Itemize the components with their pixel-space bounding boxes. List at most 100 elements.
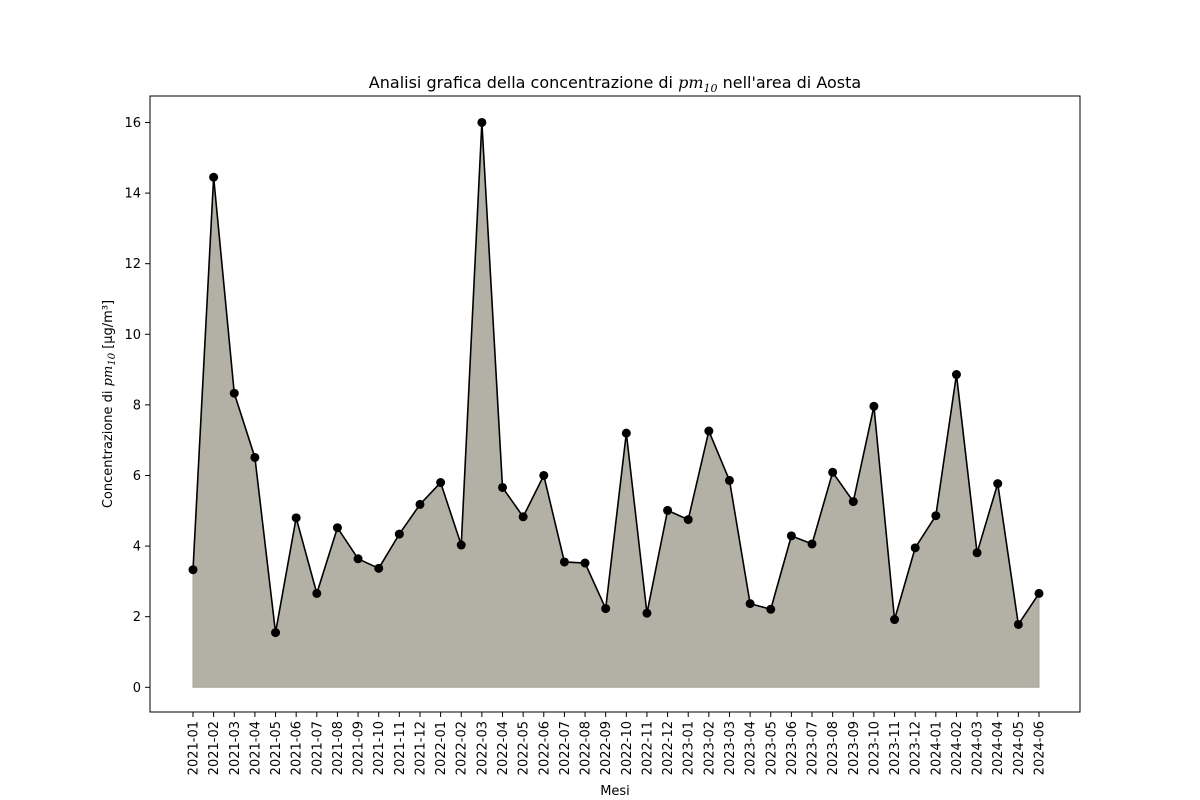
x-tick-label: 2023-11 <box>888 721 903 775</box>
x-tick-label: 2021-05 <box>269 721 284 775</box>
data-point-2024-06 <box>1034 588 1044 598</box>
x-tick-label: 2022-03 <box>475 721 490 775</box>
y-tick-label: 0 <box>133 681 141 696</box>
x-tick-label: 2021-03 <box>228 721 243 775</box>
x-tick-label: 2021-10 <box>372 721 387 775</box>
data-point-2022-06 <box>539 470 549 480</box>
x-tick-label: 2021-12 <box>413 721 428 775</box>
x-tick-label: 2021-11 <box>393 721 408 775</box>
data-point-2023-02 <box>704 426 714 436</box>
x-tick-label: 2021-06 <box>290 721 305 775</box>
x-tick-label: 2022-10 <box>620 721 635 775</box>
series-line <box>192 122 1040 633</box>
x-tick-label: 2023-08 <box>826 721 841 775</box>
x-tick-label: 2023-12 <box>909 721 924 775</box>
data-point-2022-04 <box>498 482 508 492</box>
data-point-2024-02 <box>951 370 961 380</box>
x-tick-label: 2024-03 <box>971 721 986 775</box>
x-tick-label: 2021-01 <box>187 721 202 775</box>
data-point-2023-10 <box>869 401 879 411</box>
data-point-2023-08 <box>828 467 838 477</box>
x-tick-label: 2021-07 <box>310 721 325 775</box>
chart-title: Analisi grafica della concentrazione di … <box>369 73 861 95</box>
data-point-2022-03 <box>477 117 487 127</box>
y-tick-label: 14 <box>124 187 141 202</box>
x-tick-label: 2023-10 <box>867 721 882 775</box>
data-point-2022-09 <box>601 604 611 614</box>
y-tick-label: 6 <box>133 469 141 484</box>
data-point-2021-02 <box>209 172 219 182</box>
data-point-2021-04 <box>250 452 260 462</box>
x-tick-label: 2023-04 <box>744 721 759 775</box>
y-tick-label: 12 <box>124 257 141 272</box>
data-point-2023-07 <box>807 539 817 549</box>
x-tick-label: 2023-07 <box>806 721 821 775</box>
plot-area <box>149 95 1081 713</box>
x-tick-label: 2023-05 <box>764 721 779 775</box>
x-tick-label: 2022-01 <box>434 721 449 775</box>
x-tick-label: 2024-01 <box>929 721 944 775</box>
x-tick-label: 2021-02 <box>207 721 222 775</box>
data-point-2024-01 <box>931 511 941 521</box>
x-axis: 2021-01 2021-02 2021-03 2021-04 2021-05 2021-… <box>187 712 1047 775</box>
x-tick-label: 2022-11 <box>640 721 655 775</box>
x-tick-label: 2022-09 <box>599 721 614 775</box>
data-point-2021-05 <box>271 628 281 638</box>
data-point-2024-04 <box>993 479 1003 489</box>
data-point-2023-04 <box>745 599 755 609</box>
x-tick-label: 2024-02 <box>950 721 965 775</box>
x-tick-label: 2021-04 <box>248 721 263 775</box>
data-point-2021-10 <box>374 563 384 573</box>
data-point-2023-06 <box>786 531 796 541</box>
x-tick-label: 2022-08 <box>579 721 594 775</box>
data-point-2023-01 <box>683 515 693 525</box>
data-point-2021-07 <box>312 588 322 598</box>
data-point-2021-06 <box>291 513 301 523</box>
x-axis-label: Mesi <box>600 784 630 799</box>
x-tick-label: 2021-09 <box>352 721 367 775</box>
data-point-2021-01 <box>188 565 198 575</box>
data-point-2022-05 <box>518 512 528 522</box>
data-point-2024-05 <box>1013 619 1023 629</box>
y-tick-label: 8 <box>133 398 141 413</box>
x-tick-label: 2023-01 <box>682 721 697 775</box>
x-tick-label: 2024-04 <box>991 721 1006 775</box>
data-point-2023-05 <box>766 604 776 614</box>
x-tick-label: 2022-02 <box>455 721 470 775</box>
data-point-2022-12 <box>663 505 673 515</box>
x-tick-label: 2021-08 <box>331 721 346 775</box>
data-point-2022-11 <box>642 608 652 618</box>
data-point-2021-11 <box>394 529 404 539</box>
area-fill <box>192 122 1040 688</box>
x-tick-label: 2024-05 <box>1012 721 1027 775</box>
x-tick-label: 2022-05 <box>517 721 532 775</box>
data-point-2022-07 <box>559 557 569 567</box>
x-tick-label: 2022-04 <box>496 721 511 775</box>
x-tick-label: 2023-02 <box>702 721 717 775</box>
plot-frame <box>149 95 1081 713</box>
data-point-2023-11 <box>890 615 900 625</box>
x-tick-label: 2023-03 <box>723 721 738 775</box>
data-point-2023-12 <box>910 543 920 553</box>
data-point-2021-08 <box>332 523 342 533</box>
data-point-2022-01 <box>436 478 446 488</box>
data-point-2024-03 <box>972 548 982 558</box>
x-tick-label: 2022-06 <box>537 721 552 775</box>
data-point-2021-09 <box>353 554 363 564</box>
y-tick-label: 16 <box>124 116 141 131</box>
data-point-2023-09 <box>848 497 858 507</box>
data-points <box>188 117 1044 638</box>
data-point-2022-02 <box>456 540 466 550</box>
y-axis-label: Concentrazione di pm10 [µg/m³] <box>101 300 118 508</box>
y-tick-label: 10 <box>124 328 141 343</box>
data-point-2021-12 <box>415 499 425 509</box>
y-tick-label: 2 <box>133 610 141 625</box>
y-tick-label: 4 <box>133 540 141 555</box>
data-point-2022-08 <box>580 558 590 568</box>
x-tick-label: 2022-07 <box>558 721 573 775</box>
x-tick-label: 2023-09 <box>847 721 862 775</box>
y-axis: 0 2 4 6 8 10 12 14 16 <box>124 116 150 696</box>
x-tick-label: 2023-06 <box>785 721 800 775</box>
x-tick-label: 2024-06 <box>1032 721 1047 775</box>
